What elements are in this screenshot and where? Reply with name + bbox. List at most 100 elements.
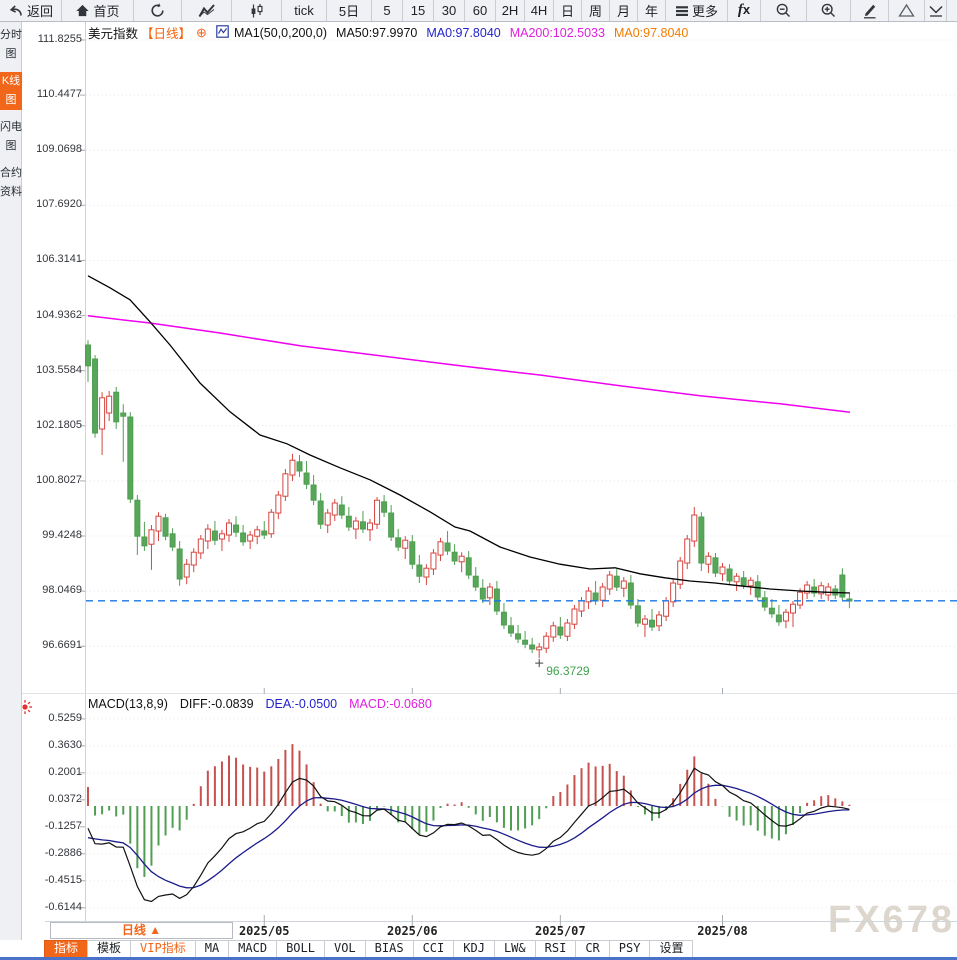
- toolbar-month-button[interactable]: 月: [610, 0, 638, 21]
- toolbar-label: 日: [560, 4, 574, 19]
- triangle-icon: [898, 3, 915, 18]
- toolbar-label: 2H: [501, 3, 519, 18]
- fx-icon: fx: [737, 2, 751, 18]
- toolbar-day-button[interactable]: 日: [554, 0, 582, 21]
- tab-bias[interactable]: BIAS: [364, 940, 414, 958]
- chevron-down-icon: [928, 3, 944, 19]
- macd-value: MACD:-0.0680: [349, 697, 432, 711]
- tab-template[interactable]: 模板: [87, 940, 132, 958]
- tab-kdj[interactable]: KDJ: [453, 940, 495, 958]
- tab-settings[interactable]: 设置: [649, 940, 694, 958]
- tab-vol[interactable]: VOL: [323, 940, 366, 958]
- line-chart-icon: [198, 3, 216, 18]
- bottom-divider: [0, 957, 957, 960]
- tab-indicator[interactable]: 指标: [44, 940, 89, 958]
- macd-title: MACD(13,8,9): [88, 697, 168, 711]
- axis-label: 0.5259: [48, 711, 82, 724]
- toolbar-line-chart-button[interactable]: [182, 0, 232, 21]
- zoom-out-icon: [775, 2, 792, 19]
- toolbar-more-button[interactable]: 更多: [666, 0, 728, 21]
- axis-label: 102.1805: [36, 418, 82, 431]
- toolbar-label: 5: [383, 3, 391, 18]
- tab-cci[interactable]: CCI: [412, 940, 455, 958]
- axis-label: 107.6920: [36, 198, 82, 211]
- toolbar-5m-button[interactable]: 5: [372, 0, 403, 21]
- candlestick-icon: [249, 3, 265, 19]
- toolbar-week-button[interactable]: 周: [582, 0, 610, 21]
- symbol-name: 美元指数: [88, 27, 139, 41]
- toolbar-label: 30: [441, 3, 457, 18]
- back-arrow-icon: [8, 3, 24, 19]
- sidebar-item-kline[interactable]: K线图: [0, 72, 22, 110]
- sidebar-item-contract-info[interactable]: 合约资料: [0, 167, 22, 198]
- axis-label: 110.4477: [36, 88, 82, 101]
- top-toolbar: 返回 首页 tick 5日 5 15 30 60 2H 4H 日周月年 更多 fx: [0, 0, 957, 22]
- zoom-in-icon: [820, 2, 837, 19]
- left-sidebar: 分时图 K线图闪电图合约资料: [0, 22, 22, 940]
- tab-boll[interactable]: BOLL: [276, 940, 325, 958]
- indicator-tabbar: 指标 模板 VIP指标 MA MACD BOLL VOL BIAS CCI KDJ LW& RSI CR…: [0, 940, 957, 958]
- home-icon: [75, 3, 90, 18]
- toolbar-label: 返回: [26, 4, 53, 19]
- pencil-icon: [861, 2, 878, 19]
- main-chart-header: 美元指数 【日线】 ⊕ MA1(50,0,200,0) MA50:97.9970…: [88, 23, 688, 42]
- add-indicator-icon[interactable]: ⊕: [196, 24, 207, 40]
- toolbar-label: 15: [410, 3, 426, 18]
- axis-label: 103.5584: [36, 363, 82, 376]
- toolbar-label: 5日: [338, 4, 360, 19]
- sidebar-item-timeshare[interactable]: 分时图: [0, 29, 22, 60]
- toolbar-4h-button[interactable]: 4H: [525, 0, 554, 21]
- toolbar-label: 年: [644, 4, 658, 19]
- toolbar-2h-button[interactable]: 2H: [496, 0, 525, 21]
- axis-label: -0.1257: [44, 819, 82, 832]
- tab-cr[interactable]: CR: [575, 940, 610, 958]
- toolbar-shapes-button[interactable]: [889, 0, 925, 21]
- toolbar-collapse-button[interactable]: [925, 0, 947, 21]
- toolbar-label: 更多: [691, 4, 718, 19]
- macd-diff-value: DIFF:-0.0839: [179, 697, 254, 711]
- toolbar-candlestick-button[interactable]: [232, 0, 282, 21]
- axis-label: 96.6691: [42, 639, 82, 652]
- tab-ma[interactable]: MA: [194, 940, 230, 958]
- toolbar-year-button[interactable]: 年: [638, 0, 666, 21]
- period-dropdown[interactable]: 日线 ▲: [50, 922, 233, 939]
- toolbar-fx-button[interactable]: fx: [728, 0, 761, 21]
- toolbar-zoom-in-button[interactable]: [807, 0, 851, 21]
- sidebar-item-lightning[interactable]: 闪电图: [0, 121, 22, 152]
- tab-psy[interactable]: PSY: [608, 940, 651, 958]
- toolbar-back-button[interactable]: 返回: [0, 0, 62, 21]
- toolbar-draw-button[interactable]: [851, 0, 889, 21]
- axis-label: 0.2001: [48, 765, 82, 778]
- axis-label: 99.4248: [42, 529, 82, 542]
- toolbar-tick-button[interactable]: tick: [282, 0, 327, 21]
- axis-label: 98.0469: [42, 584, 82, 597]
- axis-label: 0.3630: [48, 738, 82, 751]
- macd-header: MACD(13,8,9) DIFF:-0.0839 DEA:-0.0500 MA…: [88, 697, 432, 711]
- toolbar-zoom-out-button[interactable]: [761, 0, 807, 21]
- axis-label: -0.2886: [44, 846, 82, 859]
- toolbar-5d-button[interactable]: 5日: [327, 0, 372, 21]
- tab-vip-indicator[interactable]: VIP指标: [130, 940, 196, 958]
- axis-label: 0.0372: [48, 792, 82, 805]
- x-axis-label: 2025/08: [697, 924, 748, 938]
- toolbar-home-button[interactable]: 首页: [62, 0, 134, 21]
- toolbar-label: 60: [472, 3, 488, 18]
- menu-icon: [675, 4, 689, 18]
- refresh-icon: [149, 2, 166, 19]
- toolbar-15m-button[interactable]: 15: [403, 0, 434, 21]
- toolbar-60m-button[interactable]: 60: [465, 0, 496, 21]
- tab-macd[interactable]: MACD: [228, 940, 278, 958]
- tab-rsi[interactable]: RSI: [534, 940, 577, 958]
- mini-chart-icon[interactable]: [216, 24, 229, 41]
- toolbar-label: tick: [294, 3, 314, 18]
- period-label[interactable]: 【日线】: [141, 27, 192, 41]
- x-axis-label: 2025/05: [238, 924, 290, 938]
- tab-lwr[interactable]: LW&: [493, 940, 536, 958]
- axis-label: 104.9362: [36, 308, 82, 321]
- ma50-value: MA50:97.9970: [336, 25, 418, 40]
- axis-label: 100.8027: [36, 473, 82, 486]
- toolbar-refresh-button[interactable]: [134, 0, 182, 21]
- toolbar-30m-button[interactable]: 30: [434, 0, 465, 21]
